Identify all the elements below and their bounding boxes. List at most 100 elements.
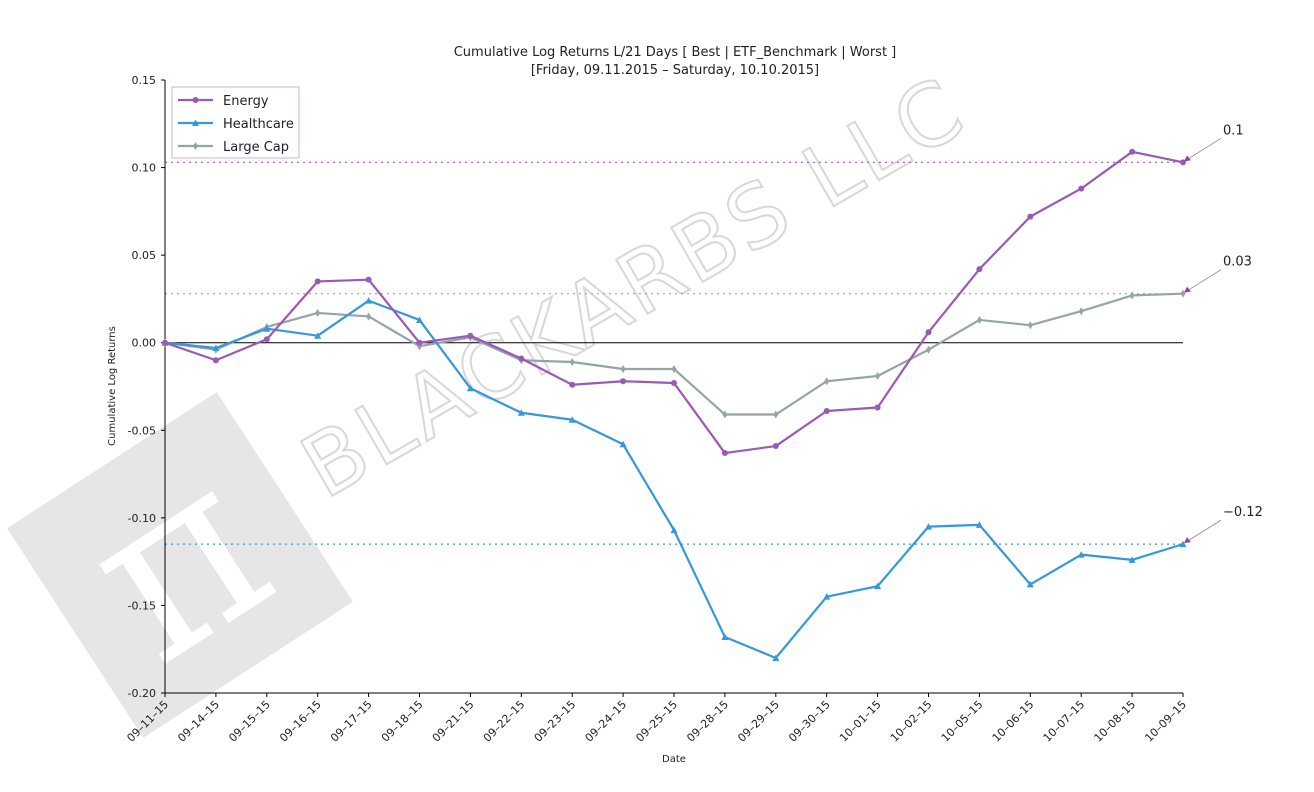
x-tick-label: 09–15–15 bbox=[226, 698, 273, 745]
series-layer bbox=[161, 148, 1187, 661]
x-tick-label: 10–01–15 bbox=[837, 698, 884, 745]
data-point bbox=[1077, 551, 1085, 558]
x-tick-label: 09–25–15 bbox=[633, 698, 680, 745]
data-point bbox=[620, 378, 627, 385]
data-point bbox=[773, 410, 779, 419]
data-point bbox=[315, 308, 321, 317]
data-point bbox=[1180, 289, 1186, 298]
annotation-arrow bbox=[1184, 155, 1191, 162]
data-point bbox=[1078, 185, 1085, 192]
x-tick-label: 10–05–15 bbox=[939, 698, 986, 745]
y-tick-label: 0.15 bbox=[132, 74, 157, 87]
data-point bbox=[874, 404, 881, 411]
legend-item: Healthcare bbox=[178, 117, 294, 132]
x-tick-label: 09–22–15 bbox=[481, 698, 528, 745]
data-point bbox=[212, 344, 220, 351]
data-point bbox=[620, 364, 626, 373]
data-point bbox=[1026, 580, 1034, 588]
data-point bbox=[1179, 540, 1187, 548]
data-point bbox=[824, 377, 830, 386]
legend-label: Energy bbox=[223, 94, 269, 109]
data-point bbox=[365, 297, 373, 304]
data-point bbox=[772, 654, 780, 661]
data-point bbox=[365, 276, 372, 283]
y-tick-label: -0.05 bbox=[128, 424, 156, 437]
y-axis-ticks: 0.15 0.10 0.05 0.00 -0.05 -0.10 -0.15 -0.20 bbox=[128, 74, 165, 700]
x-tick-label: 10–06–15 bbox=[990, 698, 1037, 745]
x-tick-label: 10–09–15 bbox=[1142, 698, 1189, 745]
x-tick-label: 09–16–15 bbox=[277, 698, 324, 745]
data-point bbox=[517, 409, 525, 416]
annotation-leader bbox=[1188, 519, 1222, 541]
data-point bbox=[314, 332, 322, 339]
x-tick-label: 09–28–15 bbox=[684, 698, 731, 745]
data-point bbox=[875, 371, 881, 380]
data-point bbox=[1078, 307, 1084, 316]
annotation-arrow bbox=[1184, 286, 1191, 293]
y-tick-label: -0.15 bbox=[128, 599, 156, 612]
y-tick-label: -0.20 bbox=[128, 687, 156, 700]
data-point bbox=[671, 379, 677, 386]
data-point bbox=[619, 440, 627, 448]
x-tick-label: 09–18–15 bbox=[379, 698, 426, 745]
reference-lines bbox=[165, 161, 1183, 545]
data-point bbox=[975, 521, 983, 528]
data-point bbox=[874, 582, 882, 590]
annotation-label: −0.12 bbox=[1223, 505, 1263, 520]
data-point bbox=[518, 355, 525, 362]
data-point bbox=[416, 339, 423, 346]
data-point bbox=[569, 357, 575, 366]
data-point bbox=[1128, 556, 1136, 563]
data-point bbox=[416, 316, 423, 323]
x-tick-label: 09–24–15 bbox=[583, 698, 630, 745]
chart-subtitle: [Friday, 09.11.2015 – Saturday, 10.10.20… bbox=[531, 63, 819, 78]
y-tick-label: 0.00 bbox=[132, 337, 157, 350]
data-point bbox=[976, 315, 982, 324]
data-point bbox=[823, 408, 830, 415]
x-tick-label: 10–07–15 bbox=[1041, 698, 1088, 745]
legend-item: Energy bbox=[178, 94, 269, 109]
watermark-text: BLACKARBS LLC bbox=[286, 58, 983, 518]
annotation-leader bbox=[1188, 137, 1222, 159]
legend-label: Healthcare bbox=[223, 117, 294, 132]
data-point bbox=[976, 266, 983, 273]
legend-label: Large Cap bbox=[223, 140, 289, 155]
data-point bbox=[925, 329, 932, 336]
data-point bbox=[823, 593, 831, 600]
chart-title: Cumulative Log Returns L/21 Days [ Best … bbox=[454, 45, 897, 60]
data-point bbox=[314, 278, 321, 285]
annotation-leader bbox=[1188, 269, 1222, 291]
data-point bbox=[926, 345, 931, 354]
annotation-label: 0.1 bbox=[1223, 123, 1244, 138]
data-point bbox=[263, 336, 270, 343]
data-point bbox=[722, 410, 728, 419]
data-point bbox=[212, 357, 219, 364]
y-tick-label: 0.10 bbox=[132, 162, 157, 175]
data-point bbox=[467, 332, 474, 339]
data-point bbox=[263, 325, 271, 332]
x-axis-label: Date bbox=[662, 754, 686, 765]
data-point bbox=[1027, 321, 1033, 330]
x-tick-label: 09–30–15 bbox=[786, 698, 833, 745]
x-tick-label: 09–17–15 bbox=[328, 698, 375, 745]
x-tick-label: 09–21–15 bbox=[430, 698, 477, 745]
x-tick-label: 10–08–15 bbox=[1092, 698, 1139, 745]
data-point bbox=[192, 97, 199, 103]
series-healthcare bbox=[161, 297, 1187, 661]
y-axis-label: Cumulative Log Returns bbox=[107, 326, 118, 446]
data-point bbox=[772, 443, 779, 450]
data-point bbox=[1129, 148, 1136, 155]
series-energy bbox=[162, 148, 1186, 457]
data-point bbox=[193, 142, 198, 150]
annotation-label: 0.03 bbox=[1223, 255, 1252, 270]
legend: Energy Healthcare Large Cap bbox=[171, 86, 300, 159]
x-tick-label: 09–23–15 bbox=[532, 698, 579, 745]
x-tick-label: 10–02–15 bbox=[888, 698, 935, 745]
data-point bbox=[569, 381, 576, 388]
data-point bbox=[721, 450, 728, 457]
data-point bbox=[466, 384, 474, 392]
x-tick-label: 09–29–15 bbox=[735, 698, 782, 745]
data-point bbox=[192, 119, 199, 126]
annotations: 0.1 −0.12 0.03 bbox=[1184, 123, 1263, 544]
